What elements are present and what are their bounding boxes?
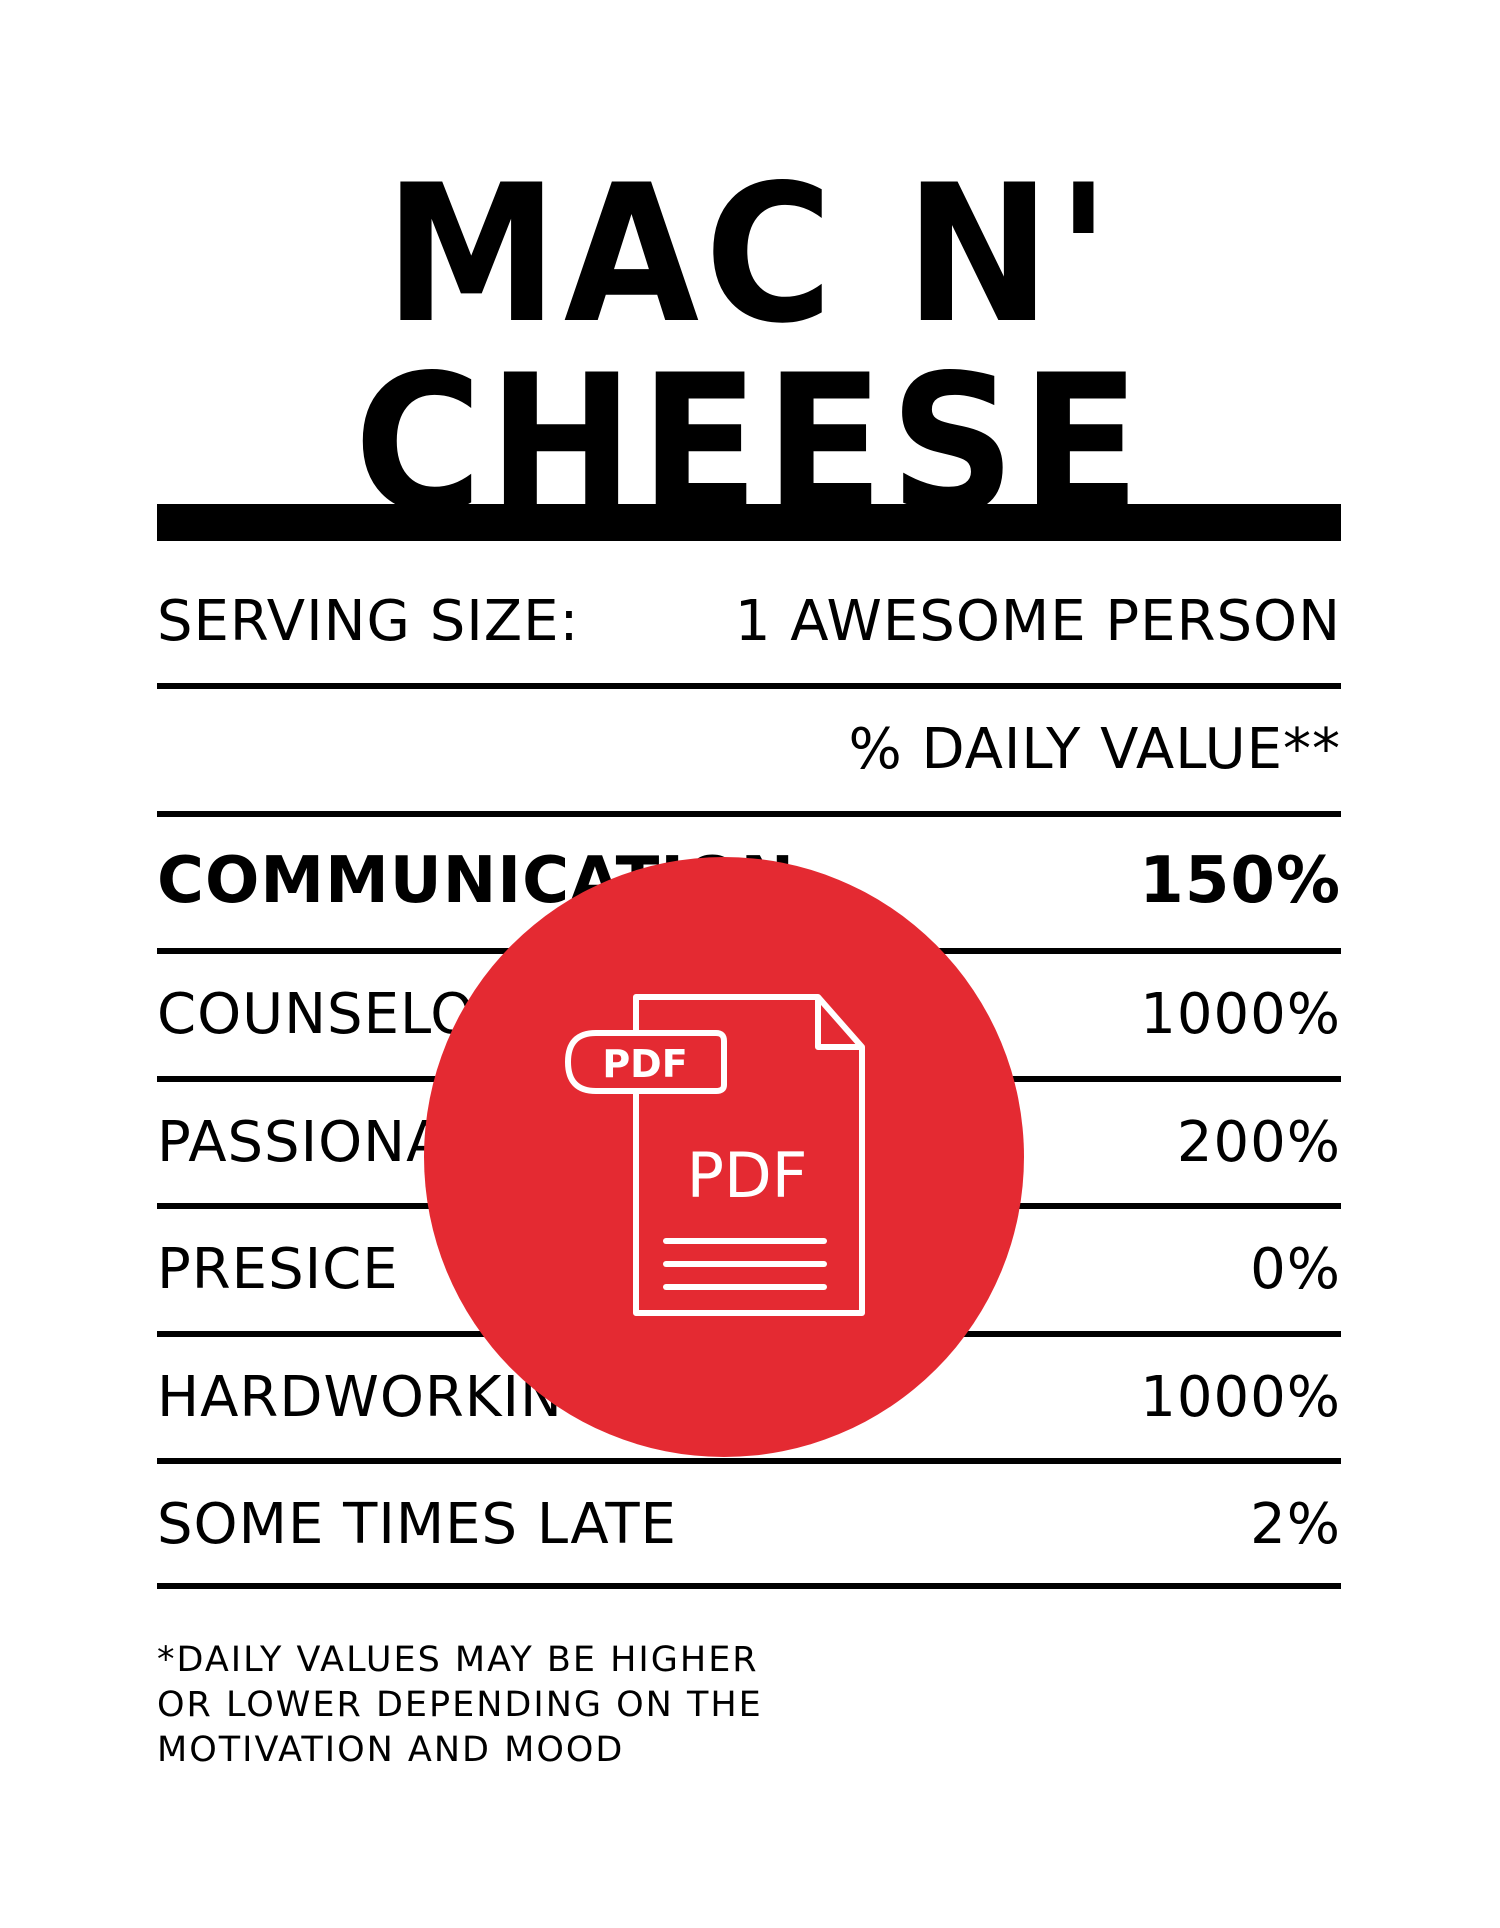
top-rule [157,504,1341,541]
pdf-tag-label: PDF [602,1042,687,1086]
divider [157,1583,1341,1589]
serving-size-label: SERVING SIZE: [157,588,580,654]
serving-size-value: 1 AWESOME PERSON [734,588,1341,654]
nutrient-row: HARDWORKING 1000% [157,1333,1341,1461]
pdf-doc-label: PDF [687,1139,808,1212]
footnote-line: MOTIVATION AND MOOD [157,1730,625,1770]
nutrient-row: PRESICE 0% [157,1205,1341,1333]
page-title: MAC N' CHEESE [354,144,1146,555]
footnote-line: *DAILY VALUES MAY BE HIGHER [157,1640,759,1680]
nutrient-value: 0% [1250,1236,1341,1302]
nutrient-label: PRESICE [157,1236,399,1302]
nutrient-row: SOME TIMES LATE 2% [157,1460,1341,1588]
nutrient-value: 1000% [1140,1364,1341,1430]
nutrient-value: 1000% [1140,981,1341,1047]
nutrient-label: SOME TIMES LATE [157,1491,677,1557]
pdf-badge[interactable]: PDF PDF [424,857,1024,1457]
divider [157,1458,1341,1464]
nutrient-value: 2% [1250,1491,1341,1557]
pdf-file-icon: PDF PDF [564,994,865,1316]
nutrient-value: 150% [1139,844,1341,918]
daily-value-header: % DAILY VALUE** [848,716,1341,782]
divider [157,811,1341,817]
serving-size-row: SERVING SIZE: 1 AWESOME PERSON [157,557,1341,685]
footnote: *DAILY VALUES MAY BE HIGHER OR LOWER DEP… [157,1638,763,1773]
divider [157,683,1341,689]
daily-value-header-row: % DAILY VALUE** [157,685,1341,813]
footnote-line: OR LOWER DEPENDING ON THE [157,1685,763,1725]
nutrient-value: 200% [1176,1109,1341,1175]
